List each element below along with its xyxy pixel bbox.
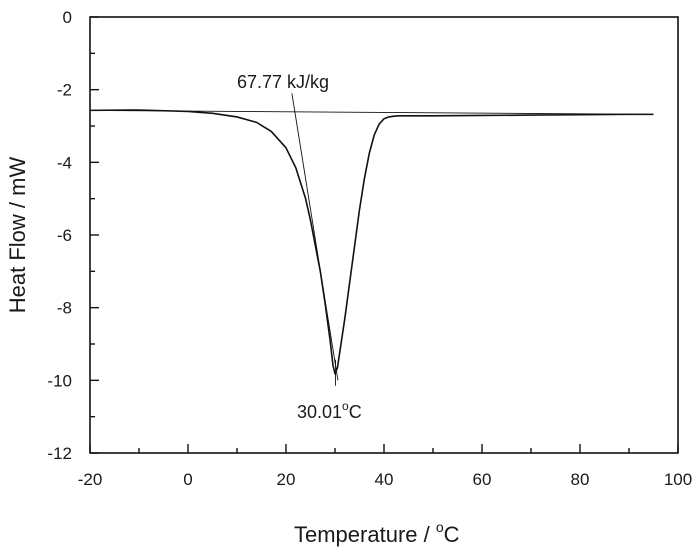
y-tick-label: 0 [63, 8, 72, 27]
x-tick-label: 0 [183, 470, 192, 489]
tangent-line [291, 93, 339, 381]
y-tick-label: -12 [47, 444, 72, 463]
x-axis-ticks: -20 0 20 40 60 80 100 [78, 444, 692, 489]
y-tick-label: -2 [57, 81, 72, 100]
y-tick-label: -10 [47, 371, 72, 390]
x-tick-label: 40 [375, 470, 394, 489]
x-tick-label: 100 [664, 470, 692, 489]
x-tick-label: 20 [277, 470, 296, 489]
y-axis-ticks: 0 -2 -4 -6 -8 -10 -12 [47, 8, 99, 463]
y-axis-title: Heat Flow / mW [5, 157, 30, 314]
plot-frame [89, 16, 679, 454]
y-tick-label: -6 [57, 226, 72, 245]
x-tick-label: -20 [78, 470, 103, 489]
y-tick-label: -8 [57, 299, 72, 318]
peak-temperature-value: 30.01 [297, 402, 342, 422]
x-axis-title-text: Temperature / [294, 522, 436, 547]
x-axis-title: Temperature / oC [294, 519, 460, 547]
enthalpy-annotation: 67.77 kJ/kg [237, 72, 329, 92]
heat-flow-curve [89, 109, 654, 375]
y-tick-label: -4 [57, 153, 72, 172]
x-axis-title-unit: C [444, 522, 460, 547]
peak-temperature-annotation: 30.01oC [297, 399, 362, 422]
x-tick-label: 60 [473, 470, 492, 489]
peak-temperature-degree: o [342, 399, 349, 413]
x-axis-title-degree: o [436, 519, 444, 535]
x-tick-label: 80 [571, 470, 590, 489]
peak-temperature-unit: C [349, 402, 362, 422]
